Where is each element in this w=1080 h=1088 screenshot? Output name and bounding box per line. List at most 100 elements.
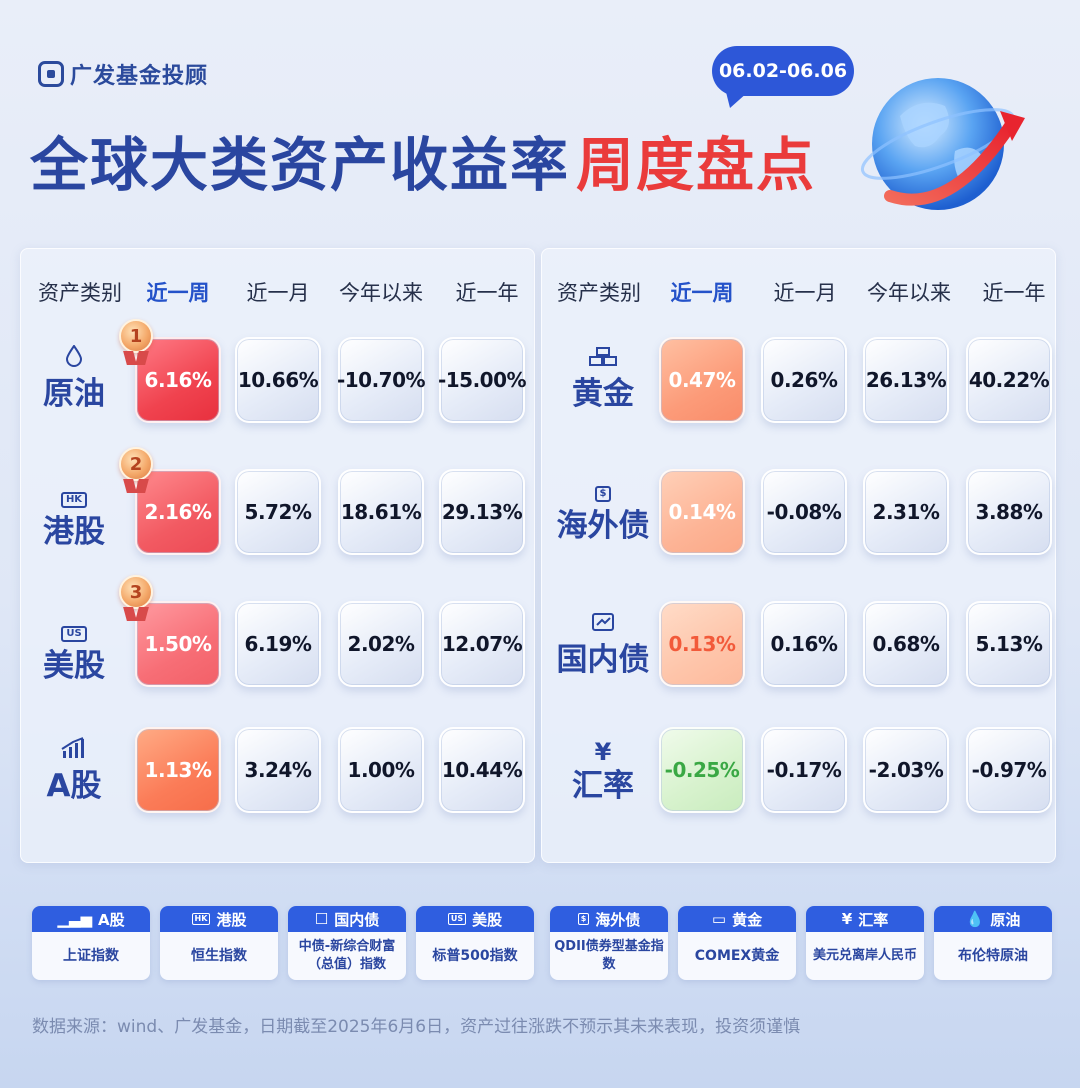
- brand: 广发基金投顾: [38, 58, 208, 90]
- droplet-icon: [24, 344, 124, 375]
- return-month-cell: 10.66%: [235, 337, 321, 423]
- header-category: 资产类别: [557, 281, 641, 305]
- legend-label: 美股: [472, 910, 503, 929]
- category-name: 港股: [43, 514, 105, 550]
- return-ytd-cell: 26.13%: [863, 337, 949, 423]
- brand-logo-icon: [38, 61, 64, 87]
- legend-index: 标普500指数: [432, 948, 518, 964]
- return-year-cell: 12.07%: [439, 601, 525, 687]
- return-month-cell: 0.16%: [761, 601, 847, 687]
- legend-label: 港股: [216, 910, 247, 929]
- dollar-bond-icon: $: [553, 477, 653, 507]
- right-returns-panel: 资产类别 近一周 近一月 今年以来 近一年 黄金 0.47% 0.26% 26.…: [541, 248, 1056, 863]
- legend-card-hk-stocks: HK 港股 恒生指数: [160, 906, 278, 980]
- legend-label: 原油: [990, 910, 1021, 929]
- return-year-cell: 5.13%: [966, 601, 1052, 687]
- legend-card-gold: ▭ 黄金 COMEX黄金: [678, 906, 796, 980]
- category-name: 海外债: [556, 508, 650, 544]
- hk-icon: HK: [24, 483, 124, 513]
- category-name: 黄金: [572, 376, 634, 412]
- return-week-cell: -0.25%: [659, 727, 745, 813]
- legend-card-us-stocks: US 美股 标普500指数: [416, 906, 534, 980]
- header-week: 近一周: [146, 281, 210, 305]
- category-name: 汇率: [572, 768, 634, 804]
- hk-icon: HK: [191, 913, 211, 925]
- return-year-cell: 10.44%: [439, 727, 525, 813]
- return-month-cell: 0.26%: [761, 337, 847, 423]
- page-title: 全球大类资产收益率 周度盘点: [30, 118, 816, 202]
- return-year-cell: 40.22%: [966, 337, 1052, 423]
- rank-medal-icon: 1: [119, 319, 153, 353]
- return-week-cell: 0.47%: [659, 337, 745, 423]
- return-ytd-cell: 0.68%: [863, 601, 949, 687]
- header-month: 近一月: [773, 281, 837, 305]
- gold-bars-icon: ▭: [711, 910, 727, 928]
- legend-card-a-shares: ▁▃▅ A股 上证指数: [32, 906, 150, 980]
- return-week-cell: 2.16%: [135, 469, 221, 555]
- bar-chart-icon: [24, 737, 124, 767]
- header-week: 近一周: [670, 281, 734, 305]
- legend-index: 美元兑离岸人民币: [812, 948, 917, 963]
- return-month-cell: -0.17%: [761, 727, 847, 813]
- category-hk-stocks: HK 港股: [24, 483, 124, 551]
- return-ytd-cell: 1.00%: [338, 727, 424, 813]
- return-year-cell: 29.13%: [439, 469, 525, 555]
- date-range-badge: 06.02-06.06: [712, 46, 854, 108]
- header-year: 近一年: [455, 281, 519, 305]
- date-range-text: 06.02-06.06: [718, 60, 848, 82]
- category-domestic-bonds: 国内债: [553, 611, 653, 679]
- rank-medal-icon: 3: [119, 575, 153, 609]
- header-year: 近一年: [982, 281, 1046, 305]
- rank-medal-icon: 2: [119, 447, 153, 481]
- legend-label: 国内债: [334, 910, 380, 929]
- header-category: 资产类别: [38, 281, 122, 305]
- return-year-cell: -0.97%: [966, 727, 1052, 813]
- category-fx-rate: ¥ 汇率: [553, 737, 653, 805]
- legend-index: 布伦特原油: [958, 948, 1028, 964]
- legend-index: COMEX黄金: [694, 948, 780, 964]
- return-week-cell: 0.14%: [659, 469, 745, 555]
- legend-index: 中债-新综合财富（总值）指数: [298, 939, 396, 972]
- footer-disclaimer: 数据来源：wind、广发基金，日期截至2025年6月6日，资产过往涨跌不预示其未…: [32, 1017, 801, 1037]
- droplet-icon: 💧: [965, 910, 985, 928]
- category-name: 原油: [43, 376, 105, 412]
- return-month-cell: 5.72%: [235, 469, 321, 555]
- brand-name: 广发基金投顾: [70, 64, 209, 89]
- yen-icon: ¥: [841, 910, 853, 928]
- legend-label: 黄金: [732, 910, 763, 929]
- legend-label: A股: [98, 910, 125, 929]
- return-ytd-cell: 2.31%: [863, 469, 949, 555]
- return-week-cell: 1.13%: [135, 727, 221, 813]
- return-month-cell: 6.19%: [235, 601, 321, 687]
- title-main: 全球大类资产收益率: [30, 131, 571, 199]
- legend-card-domestic-bonds: ☐ 国内债 中债-新综合财富（总值）指数: [288, 906, 406, 980]
- legend-card-fx-rate: ¥ 汇率 美元兑离岸人民币: [806, 906, 924, 980]
- trend-bond-icon: ☐: [314, 910, 329, 928]
- us-icon: US: [24, 617, 124, 647]
- legend-card-crude-oil: 💧 原油 布伦特原油: [934, 906, 1052, 980]
- legend-label: 汇率: [858, 910, 889, 929]
- dollar-bond-icon: $: [577, 913, 590, 925]
- left-returns-panel: 资产类别 近一周 近一月 今年以来 近一年 原油 6.16% 1 10.66% …: [20, 248, 535, 863]
- category-name: 美股: [43, 648, 105, 684]
- return-ytd-cell: -2.03%: [863, 727, 949, 813]
- trend-bond-icon: [553, 611, 653, 641]
- category-overseas-bonds: $ 海外债: [553, 477, 653, 545]
- legend-index: 恒生指数: [191, 948, 247, 964]
- globe-icon: [860, 78, 1025, 210]
- return-year-cell: -15.00%: [438, 337, 527, 423]
- category-us-stocks: US 美股: [24, 617, 124, 685]
- return-week-cell: 0.13%: [659, 601, 745, 687]
- us-icon: US: [447, 913, 467, 925]
- category-name: A股: [46, 768, 102, 804]
- legend-label: 海外债: [595, 910, 641, 929]
- return-ytd-cell: -10.70%: [337, 337, 426, 423]
- category-gold: 黄金: [553, 345, 653, 413]
- header-ytd: 今年以来: [867, 281, 951, 305]
- title-highlight: 周度盘点: [576, 131, 817, 199]
- header-ytd: 今年以来: [339, 281, 423, 305]
- category-name: 国内债: [556, 642, 650, 678]
- return-ytd-cell: 18.61%: [338, 469, 424, 555]
- header-month: 近一月: [246, 281, 310, 305]
- return-month-cell: 3.24%: [235, 727, 321, 813]
